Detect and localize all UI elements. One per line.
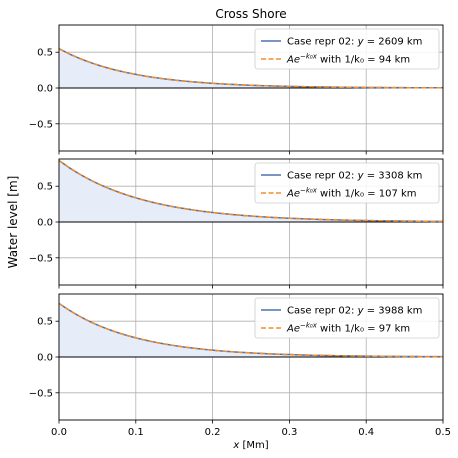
y-tick-label: 0.0: [37, 84, 53, 95]
legend-box: [254, 162, 440, 204]
y-tick-label: −0.5: [29, 119, 53, 130]
y-tick-label: −0.5: [29, 388, 53, 399]
legend-box: [254, 28, 440, 70]
area-fill: [59, 160, 443, 222]
x-tick-label: 0.2: [205, 427, 221, 438]
legend: Case repr 02: y = 2609 km Ae−k₀x with 1/k…: [254, 28, 440, 70]
y-tick-label: 0.5: [37, 317, 53, 328]
legend: Case repr 02: y = 3988 km Ae−k₀x with 1/k…: [254, 297, 440, 339]
y-tick-label: 0.5: [37, 48, 53, 59]
x-tick-label: 0.1: [128, 427, 144, 438]
y-tick-label: 0.0: [37, 353, 53, 364]
legend-entry: Ae−k₀x with 1/k₀ = 97 km: [286, 322, 410, 335]
x-tick-label: 0.0: [51, 427, 67, 438]
panel-3: 0.0 0.1 0.2 0.3 0.4 0.5 −0.5 0.0 0.5 x [Mm] Case r…: [29, 293, 451, 451]
fit-curve-line: [58, 47, 444, 89]
legend-entry: Case repr 02: y = 3988 km: [287, 306, 422, 317]
x-tick-label: 0.5: [435, 427, 451, 438]
legend-entry: Case repr 02: y = 2609 km: [287, 37, 422, 48]
x-axis-label: x [Mm]: [232, 440, 268, 451]
legend-entry: Case repr 02: y = 3308 km: [287, 171, 422, 182]
legend-entry: Ae−k₀x with 1/k₀ = 94 km: [286, 53, 410, 66]
fit-curve-line: [58, 302, 444, 358]
fit-curve-line: [58, 159, 444, 223]
y-tick-label: −0.5: [29, 253, 53, 264]
panel-2: −0.5 0.0 0.5 Water level [m] Case repr 02: y…: [6, 158, 444, 289]
y-tick-label: 0.5: [37, 182, 53, 193]
x-tick-label: 0.4: [358, 427, 374, 438]
panel-1: −0.5 0.0 0.5 Cross Shore Case repr 02: y = 2…: [29, 7, 444, 155]
legend-entry: Ae−k₀x with 1/k₀ = 107 km: [286, 187, 417, 200]
legend-box: [254, 297, 440, 339]
x-tick-label: 0.3: [281, 427, 297, 438]
area-fill: [59, 303, 443, 357]
chart-title: Cross Shore: [215, 7, 286, 21]
y-tick-label: 0.0: [37, 218, 53, 229]
y-axis-label: Water level [m]: [6, 176, 20, 269]
legend: Case repr 02: y = 3308 km Ae−k₀x with 1/k…: [254, 162, 440, 204]
